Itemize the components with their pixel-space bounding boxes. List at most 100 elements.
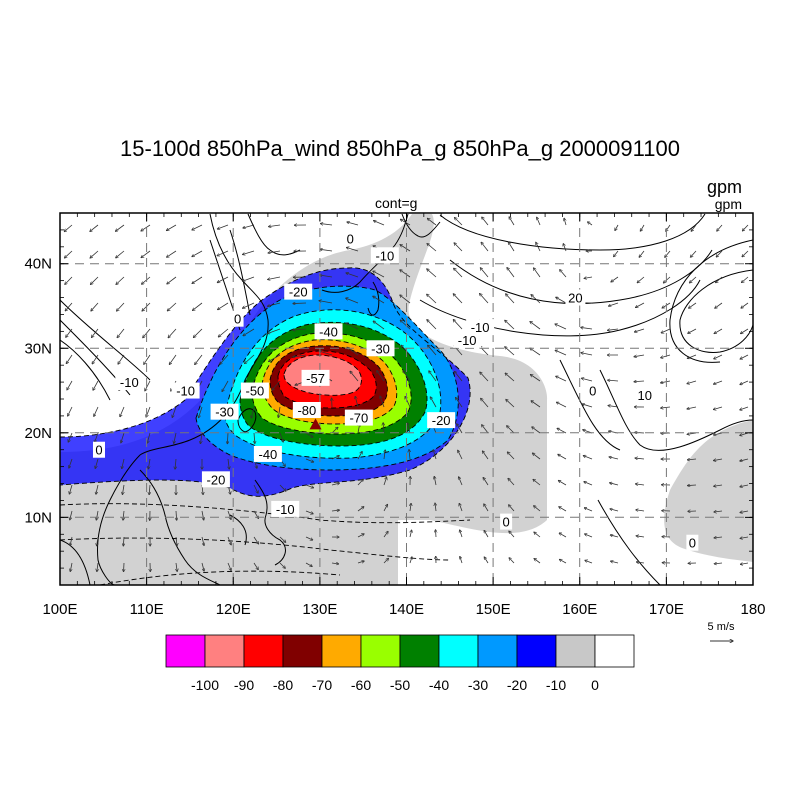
wind-vector — [357, 479, 363, 486]
contour-label-bg — [453, 331, 482, 348]
wind-vector — [564, 218, 567, 226]
wind-vector — [64, 224, 73, 232]
wind-vector — [636, 536, 645, 537]
colorbar — [165, 634, 635, 668]
wind-vector — [530, 322, 541, 330]
contour-label: -10 — [276, 502, 295, 517]
wind-vector — [508, 478, 515, 486]
wind-vector — [267, 302, 281, 306]
contour-label-bg — [366, 340, 395, 357]
wind-vector — [410, 530, 412, 538]
wind-vector — [305, 458, 314, 462]
wind-vector — [714, 511, 723, 512]
wind-vector — [635, 458, 645, 459]
wind-vector — [65, 276, 73, 284]
wind-vector — [305, 484, 313, 488]
wind-vector — [714, 563, 723, 564]
contour-label-bg — [231, 310, 244, 327]
wind-vector — [68, 406, 73, 416]
colorbar-label: -60 — [351, 677, 371, 693]
lon-tick-label: 160E — [562, 601, 597, 618]
wind-vector — [168, 328, 177, 338]
wind-vector — [689, 302, 697, 308]
wind-vector — [563, 244, 567, 252]
wind-vector — [484, 531, 489, 538]
wind-vector — [409, 450, 410, 460]
wind-vector — [690, 250, 697, 257]
wind-vector — [430, 397, 437, 408]
wind-vector — [608, 380, 619, 381]
wind-vector — [66, 328, 73, 337]
colorbar-box — [360, 634, 401, 668]
contour-labels: 0-10-200-40-30-10-50-10-10-30-57-80-70 -2… — [92, 230, 699, 551]
wind-vector — [400, 270, 411, 278]
colorbar-box — [477, 634, 518, 668]
wind-vector — [97, 562, 98, 572]
lon-tick-label: 100E — [42, 601, 77, 618]
wind-vector — [144, 354, 151, 364]
wind-vector — [148, 458, 151, 469]
wind-vector — [505, 320, 515, 330]
wind-vector — [192, 276, 203, 283]
wind-vector — [582, 404, 593, 408]
wind-vector — [400, 295, 411, 304]
wind-vector — [482, 451, 489, 460]
wind-vector — [740, 537, 749, 538]
wind-vector — [742, 276, 749, 282]
wind-vector — [610, 509, 619, 512]
wind-vector — [584, 277, 593, 278]
wind-vector — [481, 398, 489, 408]
wind-vector — [227, 536, 231, 545]
wind-vector — [400, 219, 411, 226]
wind-vector — [742, 250, 749, 257]
wind-vector — [588, 222, 593, 226]
wind-vector — [201, 562, 204, 571]
wind-vector — [534, 532, 541, 538]
wind-vector — [555, 350, 567, 356]
colorbar-label: -10 — [546, 677, 566, 693]
colorbar-label: -70 — [312, 677, 332, 693]
colorbar-box — [555, 634, 596, 668]
wind-vector — [740, 432, 749, 435]
wind-vector — [93, 380, 99, 390]
wind-vector — [117, 328, 125, 338]
wind-vector — [269, 224, 281, 227]
wind-vector — [116, 224, 125, 231]
wind-vector — [636, 510, 645, 511]
wind-vector — [433, 450, 437, 460]
wind-vector — [220, 354, 229, 364]
wind-vector — [167, 276, 177, 284]
wind-vector — [169, 354, 177, 364]
contour-label-bg — [686, 534, 699, 551]
wind-vector — [714, 485, 723, 486]
lon-tick-label: 170E — [649, 601, 684, 618]
wind-vector — [610, 535, 619, 538]
wind-vector — [607, 329, 619, 330]
wind-vector — [192, 250, 203, 257]
wind-vector — [634, 354, 645, 357]
wind-vector — [331, 483, 339, 486]
wind-vector — [743, 224, 749, 231]
wind-vector — [69, 458, 73, 468]
wind-vector — [687, 354, 697, 358]
lon-tick-label: 110E — [130, 601, 164, 618]
wind-vector — [193, 302, 203, 310]
wind-vector — [714, 380, 723, 384]
wind-vector — [609, 457, 619, 460]
map-field: 0-10-200-40-30-10-50-10-10-30-57-80-70 -2… — [60, 213, 753, 585]
wind-vector — [456, 398, 463, 408]
wind-vector — [227, 432, 228, 444]
wind-vector — [167, 224, 177, 231]
contour-label: -10 — [375, 248, 394, 263]
contour-label: 0 — [503, 515, 510, 530]
wind-vector — [559, 533, 567, 538]
wind-vector — [687, 459, 697, 460]
wind-vector — [269, 354, 281, 361]
colorbar-label: 0 — [591, 677, 599, 693]
wind-vector — [145, 380, 151, 391]
wind-vector — [556, 376, 567, 382]
wind-vector — [217, 250, 229, 256]
wind-vector — [435, 530, 436, 538]
contour-label-bg — [565, 289, 586, 306]
lat-tick-label: 30N — [24, 340, 52, 357]
